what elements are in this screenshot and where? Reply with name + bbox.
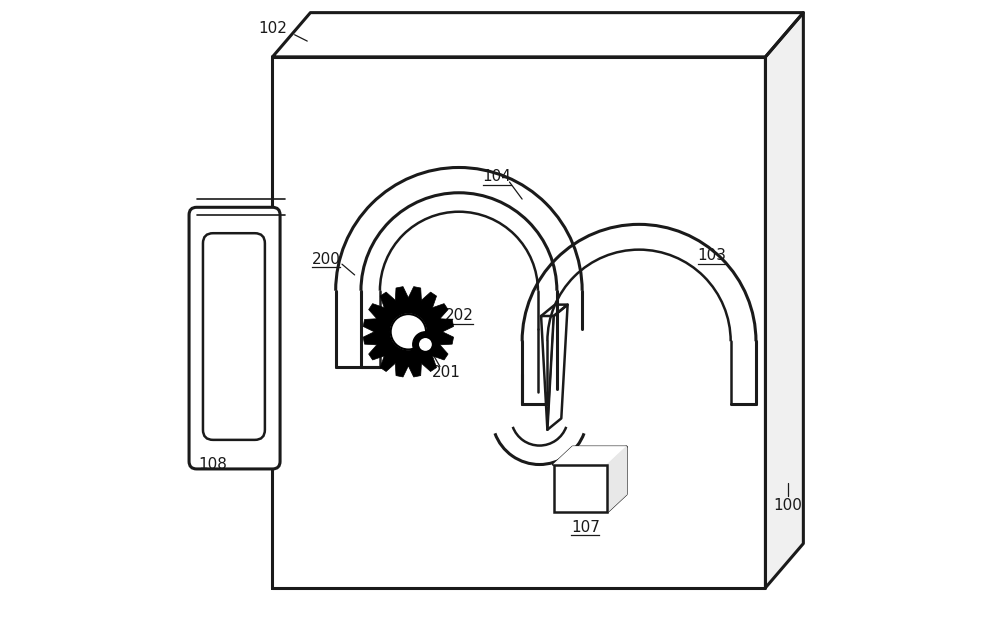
Text: 100: 100	[773, 498, 802, 513]
Polygon shape	[607, 447, 626, 512]
Text: 108: 108	[198, 457, 227, 472]
Text: 103: 103	[697, 248, 726, 264]
Text: 202: 202	[444, 308, 473, 324]
Circle shape	[391, 314, 426, 349]
FancyBboxPatch shape	[203, 233, 265, 440]
Bar	[554, 465, 607, 512]
Polygon shape	[363, 286, 454, 377]
Polygon shape	[272, 13, 803, 57]
Polygon shape	[765, 13, 803, 588]
Text: 201: 201	[432, 365, 461, 380]
FancyBboxPatch shape	[189, 207, 280, 469]
Text: 102: 102	[258, 21, 287, 36]
Text: 200: 200	[312, 252, 341, 267]
Circle shape	[413, 332, 438, 357]
Text: 107: 107	[571, 520, 600, 535]
Polygon shape	[554, 447, 626, 465]
Text: 104: 104	[482, 169, 511, 185]
Circle shape	[420, 339, 431, 350]
